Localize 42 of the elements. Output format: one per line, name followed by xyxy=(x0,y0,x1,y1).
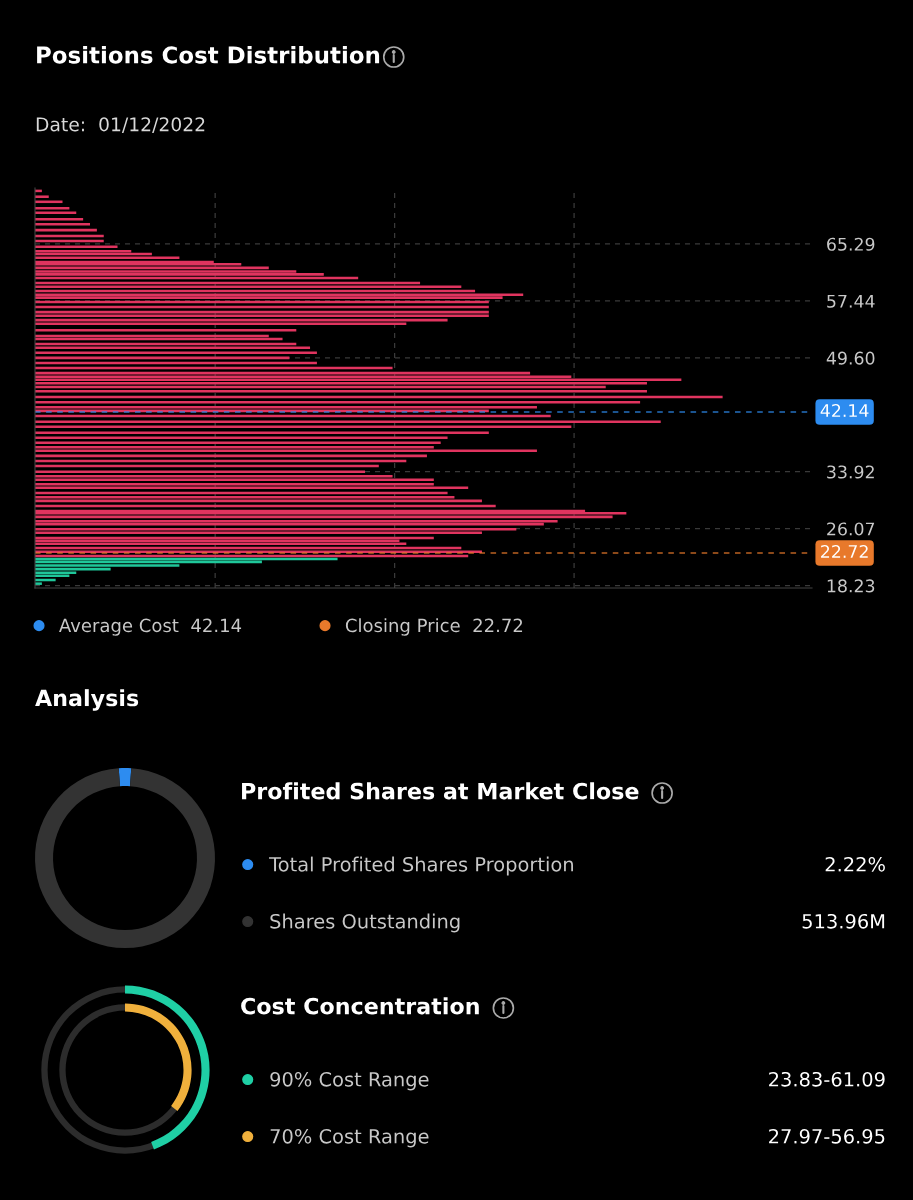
text: Profited Shares at Market Close xyxy=(242,782,639,800)
category-label: 70% Cost Range xyxy=(270,1128,429,1148)
donut-slice xyxy=(35,768,215,948)
text: 27.97-56.95 xyxy=(769,1128,885,1144)
chart-subtitle: Date: 01/12/2022 xyxy=(36,117,205,133)
text: Average Cost 42.14 xyxy=(59,618,242,636)
y-tick-label: 57.44 xyxy=(827,294,875,308)
text: Closing Price 22.72 xyxy=(345,618,523,636)
y-tick-label: 49.60 xyxy=(826,351,875,365)
bar xyxy=(35,542,407,545)
bar xyxy=(35,223,91,226)
text: Cost Concentration xyxy=(241,997,479,1015)
bar xyxy=(35,285,462,288)
legend-label: Total Profited Shares Proportion xyxy=(269,856,573,876)
y-tick-label: 33.92 xyxy=(827,465,874,479)
bar xyxy=(35,256,180,259)
text: 23.83-61.09 xyxy=(769,1071,885,1087)
data-label: 2.22% xyxy=(825,856,885,872)
chart-title: Positions Cost Distribution xyxy=(37,45,380,64)
ref-line-label: 22.72 xyxy=(821,544,868,558)
bar xyxy=(35,431,489,434)
text: 513.96M xyxy=(802,913,885,929)
ref-line-label: 42.14 xyxy=(820,403,869,417)
category-label: 90% Cost Range xyxy=(270,1071,429,1091)
text: Analysis xyxy=(35,689,139,711)
bar xyxy=(35,436,448,439)
bar xyxy=(35,293,524,296)
bar xyxy=(35,378,682,381)
bar xyxy=(35,346,311,349)
y-tick-label: 26.07 xyxy=(827,522,875,536)
bar xyxy=(35,211,77,214)
bar xyxy=(35,195,49,198)
bar xyxy=(35,390,647,393)
legend-label: Shares Outstanding xyxy=(270,913,460,933)
bar xyxy=(35,329,297,332)
bar xyxy=(35,550,482,553)
y-tick-label: 65.29 xyxy=(827,237,875,251)
bar xyxy=(35,314,489,318)
y-tick-label: 18.23 xyxy=(827,579,875,593)
bar xyxy=(35,405,537,409)
donut-slice xyxy=(118,768,132,787)
bar xyxy=(35,420,661,424)
